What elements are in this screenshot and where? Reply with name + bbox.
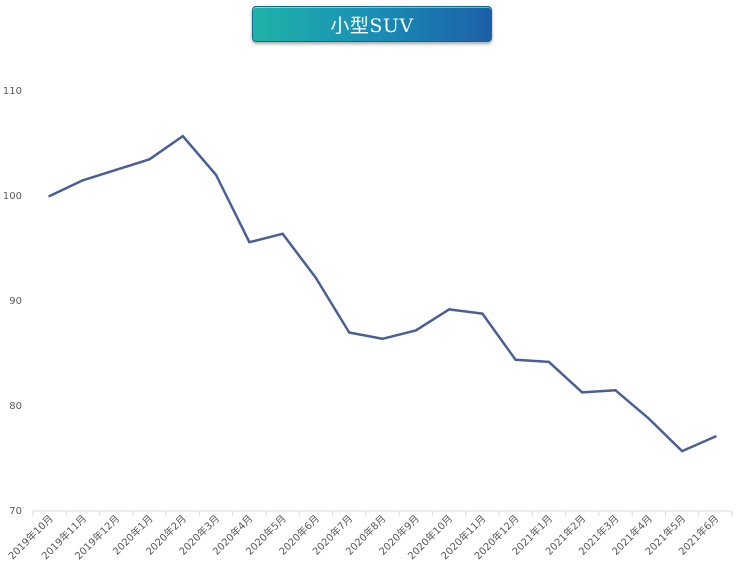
- y-tick-label: 90: [9, 296, 22, 307]
- data-point: [547, 360, 551, 364]
- data-point: [48, 194, 51, 198]
- data-point: [81, 179, 85, 182]
- chart-title: 小型SUV: [330, 14, 414, 37]
- data-point: [181, 134, 184, 138]
- data-point: [414, 329, 417, 332]
- data-point: [680, 449, 684, 453]
- y-tick-label: 80: [9, 401, 22, 412]
- data-point: [581, 391, 584, 394]
- data-point: [148, 158, 151, 161]
- data-point: [314, 276, 318, 280]
- series-line: [48, 134, 717, 453]
- y-tick-label: 110: [3, 86, 22, 97]
- data-point: [481, 312, 484, 315]
- y-tick-label: 100: [3, 191, 22, 202]
- data-point: [348, 331, 351, 334]
- y-tick-label: 70: [9, 506, 22, 517]
- chart-title-box: 小型SUV: [252, 6, 492, 42]
- data-point: [281, 232, 284, 235]
- data-point: [214, 173, 218, 177]
- data-point: [614, 389, 617, 392]
- data-point: [447, 308, 451, 311]
- data-point: [647, 417, 650, 420]
- data-point: [381, 337, 384, 340]
- data-point: [514, 358, 517, 361]
- data-point: [714, 435, 717, 438]
- data-point: [115, 168, 118, 171]
- data-point: [248, 241, 251, 244]
